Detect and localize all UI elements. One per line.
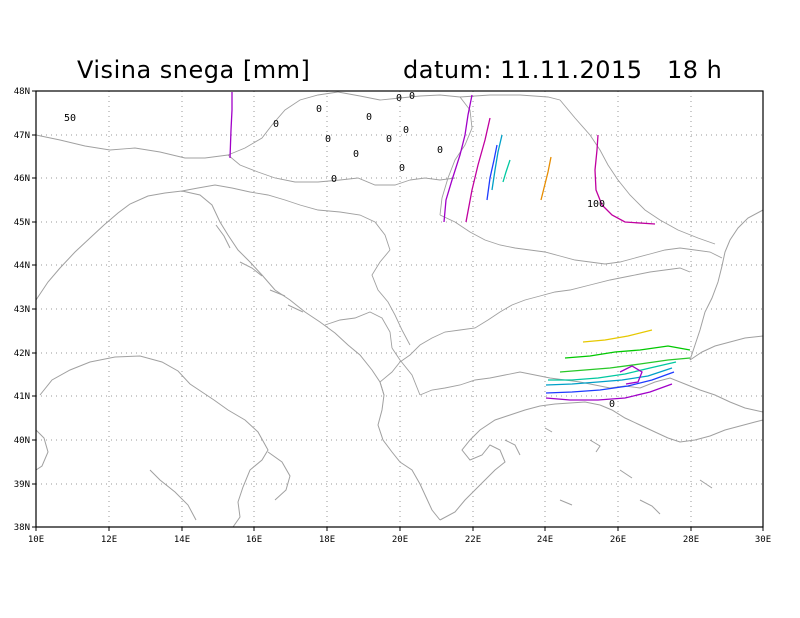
lat-label: 45N	[14, 218, 30, 228]
lon-label: 28E	[683, 535, 699, 545]
lat-label: 47N	[14, 131, 30, 141]
lat-label: 41N	[14, 392, 30, 402]
grid-lines	[36, 91, 763, 527]
contour-label-0: 0	[366, 112, 372, 123]
lon-label: 22E	[465, 535, 481, 545]
contour-label-100: 100	[587, 199, 605, 210]
lon-label: 16E	[246, 535, 262, 545]
contour-label-0: 0	[353, 149, 359, 160]
lat-label: 48N	[14, 87, 30, 97]
country-borders	[35, 91, 723, 396]
snow-contours	[229, 92, 691, 401]
lon-label: 14E	[174, 535, 190, 545]
map-date: datum: 11.11.2015 18 h	[403, 56, 723, 84]
contour-label-50: 50	[64, 113, 76, 124]
lat-label: 39N	[14, 480, 30, 490]
contour-label-0: 0	[396, 93, 402, 104]
contour-label-0: 0	[325, 134, 331, 145]
lon-label: 30E	[755, 535, 771, 545]
contour-label-0: 0	[386, 134, 392, 145]
lat-label: 46N	[14, 174, 30, 184]
map-title: Visina snega [mm]	[77, 56, 311, 84]
lon-label: 12E	[101, 535, 117, 545]
coastlines	[35, 190, 764, 528]
lon-label: 20E	[392, 535, 408, 545]
contour-label-0: 0	[403, 125, 409, 136]
contour-label-0: 0	[409, 91, 415, 102]
contour-value-labels: 50 100 0 0 0 0 0 0 0 0 0 0 0 0 0	[64, 91, 615, 410]
lon-label: 26E	[610, 535, 626, 545]
lon-label: 10E	[28, 535, 44, 545]
contour-label-0: 0	[437, 145, 443, 156]
contour-label-0: 0	[273, 119, 279, 130]
contour-label-0: 0	[331, 174, 337, 185]
lat-label: 43N	[14, 305, 30, 315]
latitude-labels: 38N 39N 40N 41N 42N 43N 44N 45N 46N 47N …	[14, 87, 30, 533]
contour-label-0: 0	[609, 399, 615, 410]
contour-label-0: 0	[399, 163, 405, 174]
lat-label: 44N	[14, 261, 30, 271]
contour-label-0: 0	[316, 104, 322, 115]
lat-label: 40N	[14, 436, 30, 446]
lon-label: 18E	[319, 535, 335, 545]
lat-label: 42N	[14, 349, 30, 359]
longitude-labels: 10E 12E 14E 16E 18E 20E 22E 24E 26E 28E …	[28, 535, 771, 545]
lat-label: 38N	[14, 523, 30, 533]
axis-ticks	[32, 90, 764, 531]
lon-label: 24E	[537, 535, 553, 545]
